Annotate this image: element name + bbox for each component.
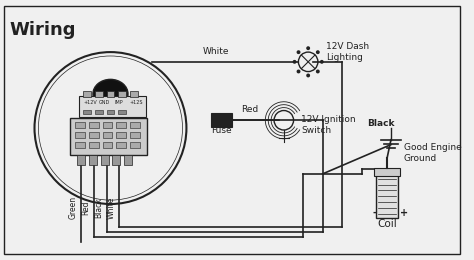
- Text: IMP: IMP: [114, 100, 123, 105]
- Bar: [75, 122, 85, 128]
- Bar: [112, 155, 120, 165]
- Text: -: -: [373, 208, 376, 218]
- Bar: [89, 142, 99, 147]
- Text: +12S: +12S: [130, 100, 144, 105]
- Bar: [118, 109, 126, 114]
- Bar: [95, 91, 103, 97]
- Bar: [103, 122, 112, 128]
- Text: Black: Black: [94, 198, 103, 218]
- Bar: [103, 142, 112, 147]
- Text: Green: Green: [69, 196, 78, 219]
- Ellipse shape: [93, 79, 128, 109]
- Bar: [75, 132, 85, 138]
- Bar: [107, 109, 114, 114]
- Text: White: White: [202, 47, 229, 56]
- Bar: [70, 118, 147, 155]
- Circle shape: [316, 69, 320, 73]
- Bar: [103, 132, 112, 138]
- Bar: [376, 174, 398, 218]
- Circle shape: [306, 46, 310, 50]
- Text: +: +: [400, 208, 408, 218]
- Bar: [374, 168, 400, 176]
- Bar: [130, 132, 140, 138]
- Text: 12V Ignition
Switch: 12V Ignition Switch: [301, 115, 356, 135]
- Bar: [77, 155, 85, 165]
- Bar: [107, 91, 114, 97]
- Bar: [130, 122, 140, 128]
- Text: White: White: [107, 197, 116, 219]
- Bar: [89, 122, 99, 128]
- Circle shape: [320, 60, 324, 64]
- Bar: [79, 96, 146, 117]
- Bar: [116, 132, 126, 138]
- Bar: [130, 142, 140, 147]
- Bar: [75, 142, 85, 147]
- Text: Fuse: Fuse: [211, 126, 232, 135]
- Circle shape: [297, 50, 301, 54]
- Circle shape: [316, 50, 320, 54]
- Bar: [89, 132, 99, 138]
- Text: Red: Red: [241, 105, 258, 114]
- Circle shape: [292, 60, 296, 64]
- Text: Red: Red: [82, 201, 91, 215]
- Bar: [95, 109, 103, 114]
- Text: GND: GND: [99, 100, 110, 105]
- Bar: [211, 113, 232, 127]
- Bar: [124, 155, 132, 165]
- Bar: [130, 91, 138, 97]
- Bar: [83, 91, 91, 97]
- Circle shape: [297, 69, 301, 73]
- Bar: [116, 122, 126, 128]
- Text: 12V Dash
Lighting: 12V Dash Lighting: [326, 42, 369, 62]
- Bar: [83, 109, 91, 114]
- Text: Wiring: Wiring: [9, 21, 76, 39]
- Bar: [101, 155, 109, 165]
- Text: Coil: Coil: [377, 219, 397, 229]
- Text: Black: Black: [367, 119, 395, 128]
- Text: +12V: +12V: [83, 100, 97, 105]
- Bar: [89, 155, 97, 165]
- Bar: [118, 91, 126, 97]
- Bar: [116, 142, 126, 147]
- Circle shape: [306, 74, 310, 77]
- Text: Good Engine
Ground: Good Engine Ground: [403, 143, 461, 163]
